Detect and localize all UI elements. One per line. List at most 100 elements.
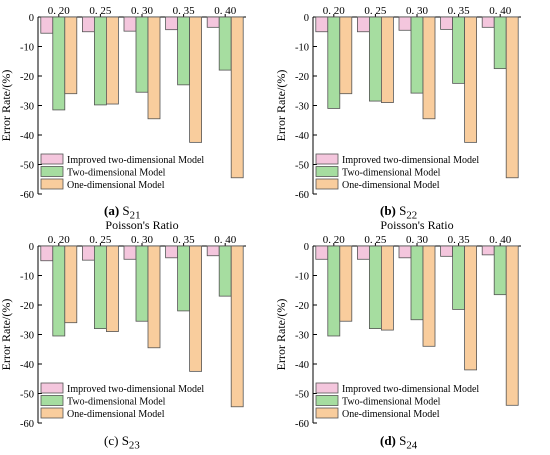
bar	[40, 245, 54, 262]
legend-label: Improved two-dimensional Model	[67, 155, 204, 166]
legend-swatch	[40, 407, 64, 419]
legend-swatch	[40, 178, 64, 190]
bar	[422, 16, 436, 120]
y-tick-label: -20	[20, 72, 34, 83]
bar	[368, 16, 382, 102]
bar	[189, 16, 203, 143]
bar	[165, 245, 179, 259]
y-tick-label: -60	[20, 190, 34, 201]
bar	[94, 245, 107, 329]
y-tick-label: -20	[295, 72, 309, 83]
x-tick-label: 0. 40	[214, 5, 237, 17]
legend-label: Two-dimensional Model	[342, 397, 441, 408]
y-axis-label: Error Rate/(%)	[274, 70, 288, 142]
bar	[422, 245, 436, 347]
x-tick-label: 0. 25	[89, 5, 112, 17]
bar	[135, 16, 149, 93]
caption-label: S	[399, 203, 407, 218]
legend-label: Two-dimensional Model	[67, 168, 166, 179]
y-axis-label: Error Rate/(%)	[274, 299, 288, 371]
caption-subscript: 22	[406, 209, 418, 222]
y-tick-label: -20	[295, 301, 309, 312]
bar	[505, 16, 519, 179]
bar	[380, 245, 394, 331]
bar	[440, 16, 454, 30]
bar	[106, 245, 119, 332]
x-tick-label: 0. 30	[131, 234, 154, 246]
bar	[315, 245, 329, 260]
y-tick-label: -40	[20, 360, 34, 371]
bar	[452, 16, 466, 84]
bar	[339, 16, 353, 95]
chart-title: Poisson's Ratio	[380, 0, 453, 3]
bar	[206, 245, 220, 257]
legend-swatch	[315, 166, 339, 177]
caption-label: S	[399, 433, 407, 448]
chart-a: Poisson's Ratio Error Rate/(%) 0 -10 -20 -30 -…	[0, 0, 246, 201]
caption-letter: (d)	[380, 433, 396, 448]
bar	[135, 245, 149, 322]
caption-letter: (a)	[104, 203, 120, 218]
legend-swatch	[40, 395, 64, 406]
bar	[189, 245, 203, 372]
x-tick-label: 0. 30	[406, 234, 429, 246]
bar	[356, 16, 370, 33]
y-tick-label: -50	[295, 390, 309, 401]
bar	[123, 16, 137, 32]
legend-swatch	[315, 395, 339, 406]
y-tick-label: 0	[29, 242, 34, 253]
caption-subscript: 24	[406, 439, 418, 452]
caption-subscript: 23	[128, 439, 140, 452]
bar	[380, 16, 394, 103]
y-tick-label: -30	[295, 102, 309, 113]
x-tick-label: 0. 35	[173, 234, 196, 246]
x-tick-label: 0. 25	[89, 234, 112, 246]
legend-label: Improved two-dimensional Model	[67, 384, 204, 395]
bar	[82, 16, 95, 33]
bar	[339, 245, 353, 322]
bar	[481, 245, 495, 256]
bar	[64, 245, 78, 324]
bar	[177, 16, 191, 86]
legend-label: One-dimensional Model	[67, 180, 165, 191]
bar	[398, 245, 412, 259]
bar	[177, 245, 191, 312]
y-tick-label: -50	[295, 161, 309, 172]
bar	[315, 16, 329, 33]
bar	[505, 245, 519, 406]
caption-letter: (b)	[380, 203, 396, 218]
x-tick-label: 0. 35	[448, 234, 471, 246]
legend-label: One-dimensional Model	[342, 409, 440, 420]
y-tick-label: -60	[295, 190, 309, 201]
bar	[493, 16, 507, 70]
x-tick-label: 0. 40	[489, 234, 512, 246]
caption-label: S	[122, 203, 130, 218]
legend-label: Two-dimensional Model	[67, 397, 166, 408]
y-tick-label: -30	[20, 102, 34, 113]
bar	[464, 245, 478, 371]
x-tick-label: 0. 20	[323, 234, 346, 246]
legend-label: Improved two-dimensional Model	[342, 155, 479, 166]
y-tick-label: -10	[20, 272, 34, 283]
bar	[493, 245, 507, 296]
chart-c: Poisson's Ratio Error Rate/(%) 0 -10 -20 -30 -…	[0, 218, 246, 430]
y-tick-label: -50	[20, 390, 34, 401]
bar	[147, 245, 161, 349]
y-tick-label: -30	[295, 331, 309, 342]
x-tick-label: 0. 30	[406, 5, 429, 17]
bar	[327, 16, 341, 109]
bar	[206, 16, 220, 28]
x-tick-label: 0. 35	[448, 5, 471, 17]
bar	[230, 245, 244, 408]
bar	[464, 16, 478, 143]
bar	[218, 245, 232, 297]
y-tick-label: -50	[20, 161, 34, 172]
y-tick-label: -40	[20, 131, 34, 142]
caption-letter: (c)	[104, 433, 119, 448]
bar	[82, 245, 95, 261]
bar	[410, 245, 424, 321]
legend-swatch	[40, 153, 64, 165]
bar	[398, 16, 412, 31]
caption-a: (a) S21	[104, 203, 140, 222]
